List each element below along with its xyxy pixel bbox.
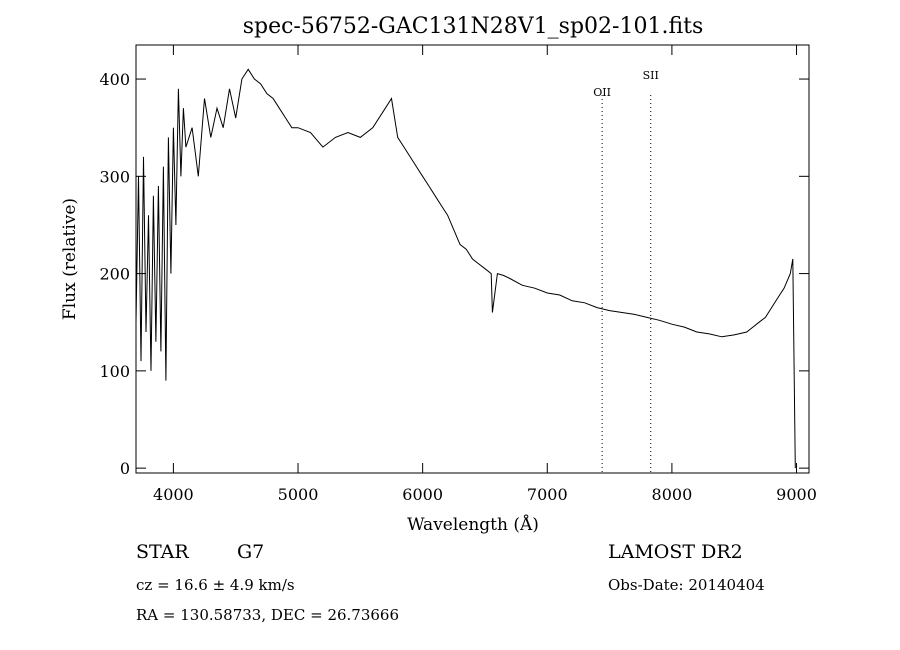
survey-label: LAMOST DR2: [608, 541, 743, 563]
y-axis-ticks: 0 100 200 300 400: [99, 70, 809, 478]
observation-date: Obs-Date: 20140404: [608, 576, 765, 594]
x-tick-label: 9000: [776, 485, 817, 504]
y-tick-label: 100: [99, 362, 130, 381]
x-tick-label: 8000: [652, 485, 693, 504]
x-tick-label: 7000: [527, 485, 568, 504]
annotation-label: SII: [643, 69, 659, 82]
x-axis-label: Wavelength (Å): [407, 514, 539, 535]
y-tick-label: 0: [120, 459, 130, 478]
x-tick-label: 6000: [402, 485, 443, 504]
annotation-label: OII: [593, 86, 611, 99]
coordinates: RA = 130.58733, DEC = 26.73666: [136, 606, 399, 624]
redshift-info: cz = 16.6 ± 4.9 km/s: [136, 576, 295, 594]
object-subclass: G7: [237, 541, 264, 563]
plot-frame: [135, 44, 810, 474]
y-tick-label: 200: [99, 265, 130, 284]
y-tick-label: 300: [99, 167, 130, 186]
y-axis-label: Flux (relative): [60, 198, 80, 320]
chart-title: spec-56752-GAC131N28V1_sp02-101.fits: [243, 14, 704, 39]
x-axis-ticks: 4000 5000 6000 7000 8000 9000: [153, 45, 817, 504]
x-tick-label: 4000: [153, 485, 194, 504]
x-tick-label: 5000: [278, 485, 319, 504]
spectrum-line: [135, 68, 796, 469]
y-tick-label: 400: [99, 70, 130, 89]
line-annotations: OII SII: [593, 69, 659, 473]
object-class: STAR: [136, 541, 189, 563]
